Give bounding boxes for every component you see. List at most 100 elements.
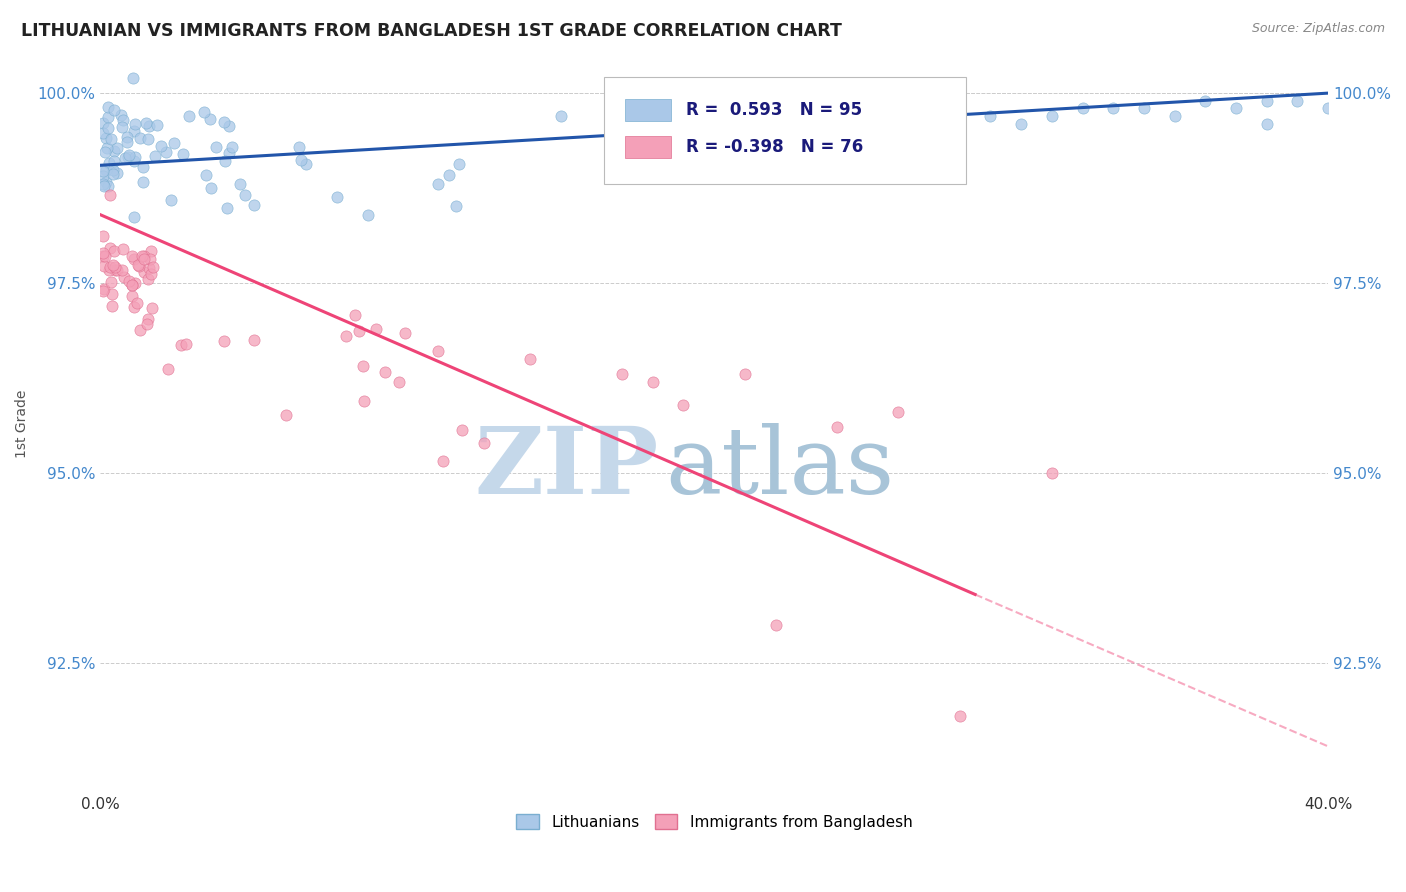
Point	[1040, 109, 1063, 123]
Point	[274, 409, 297, 423]
Point	[1256, 94, 1278, 108]
Point	[91, 177, 114, 191]
Point	[118, 147, 141, 161]
Point	[439, 168, 461, 182]
Point	[1071, 101, 1094, 115]
Point	[115, 130, 138, 145]
Point	[155, 145, 177, 159]
Point	[1102, 101, 1125, 115]
Point	[121, 277, 143, 292]
Point	[118, 275, 141, 289]
Point	[98, 156, 121, 170]
Point	[107, 166, 129, 180]
Point	[243, 333, 266, 347]
Point	[101, 167, 124, 181]
Point	[1163, 109, 1185, 123]
Point	[150, 138, 173, 153]
Point	[138, 119, 160, 133]
Point	[1040, 466, 1063, 480]
Point	[141, 301, 163, 315]
Point	[174, 337, 197, 351]
Point	[136, 132, 159, 146]
Point	[353, 394, 375, 409]
Point	[117, 150, 139, 164]
Point	[112, 269, 135, 284]
Point	[91, 126, 114, 140]
Point	[474, 435, 496, 450]
Point	[132, 252, 155, 267]
Point	[949, 116, 972, 130]
Point	[101, 299, 124, 313]
Point	[124, 117, 146, 131]
Text: R = -0.398   N = 76: R = -0.398 N = 76	[686, 138, 863, 156]
Point	[121, 249, 143, 263]
Point	[218, 120, 240, 134]
Point	[91, 115, 114, 129]
Point	[93, 259, 115, 273]
Point	[918, 124, 941, 138]
Point	[765, 139, 787, 153]
Point	[110, 120, 132, 134]
Point	[177, 108, 200, 122]
Point	[156, 362, 179, 376]
Point	[122, 300, 145, 314]
Point	[105, 263, 128, 277]
Point	[124, 277, 146, 291]
Text: LITHUANIAN VS IMMIGRANTS FROM BANGLADESH 1ST GRADE CORRELATION CHART: LITHUANIAN VS IMMIGRANTS FROM BANGLADESH…	[21, 22, 842, 40]
Point	[426, 177, 449, 191]
Point	[105, 141, 128, 155]
Point	[734, 367, 756, 381]
Point	[121, 289, 143, 303]
Point	[94, 145, 117, 159]
Point	[122, 153, 145, 168]
Point	[122, 252, 145, 267]
Point	[825, 420, 848, 434]
Legend: Lithuanians, Immigrants from Bangladesh: Lithuanians, Immigrants from Bangladesh	[510, 807, 918, 836]
Point	[122, 70, 145, 85]
Point	[160, 193, 183, 207]
Point	[94, 249, 117, 263]
Point	[134, 249, 156, 263]
Point	[200, 181, 222, 195]
Point	[1256, 116, 1278, 130]
Point	[101, 258, 124, 272]
Point	[128, 259, 150, 273]
Point	[194, 168, 217, 182]
Point	[172, 147, 194, 161]
Point	[146, 118, 169, 132]
Point	[129, 131, 152, 145]
Point	[139, 244, 162, 258]
Point	[357, 208, 380, 222]
Point	[1010, 116, 1032, 130]
Point	[124, 150, 146, 164]
Point	[198, 112, 221, 126]
Point	[887, 405, 910, 419]
Point	[672, 398, 695, 412]
Point	[98, 260, 121, 274]
Point	[98, 241, 121, 255]
Point	[641, 124, 664, 138]
Point	[432, 453, 454, 467]
Point	[641, 375, 664, 389]
Point	[91, 169, 114, 184]
Point	[142, 260, 165, 274]
Point	[134, 265, 156, 279]
Point	[1194, 94, 1216, 108]
Point	[93, 179, 115, 194]
Point	[91, 246, 114, 260]
Point	[96, 162, 118, 177]
Point	[163, 136, 186, 150]
Point	[104, 260, 127, 274]
Point	[233, 188, 256, 202]
Point	[94, 131, 117, 145]
Point	[394, 326, 416, 341]
Point	[949, 709, 972, 723]
Point	[101, 163, 124, 178]
Point	[214, 115, 236, 129]
Point	[129, 323, 152, 337]
Point	[1317, 101, 1340, 115]
Point	[103, 144, 125, 158]
Point	[103, 153, 125, 168]
FancyBboxPatch shape	[603, 78, 966, 184]
Point	[143, 149, 166, 163]
